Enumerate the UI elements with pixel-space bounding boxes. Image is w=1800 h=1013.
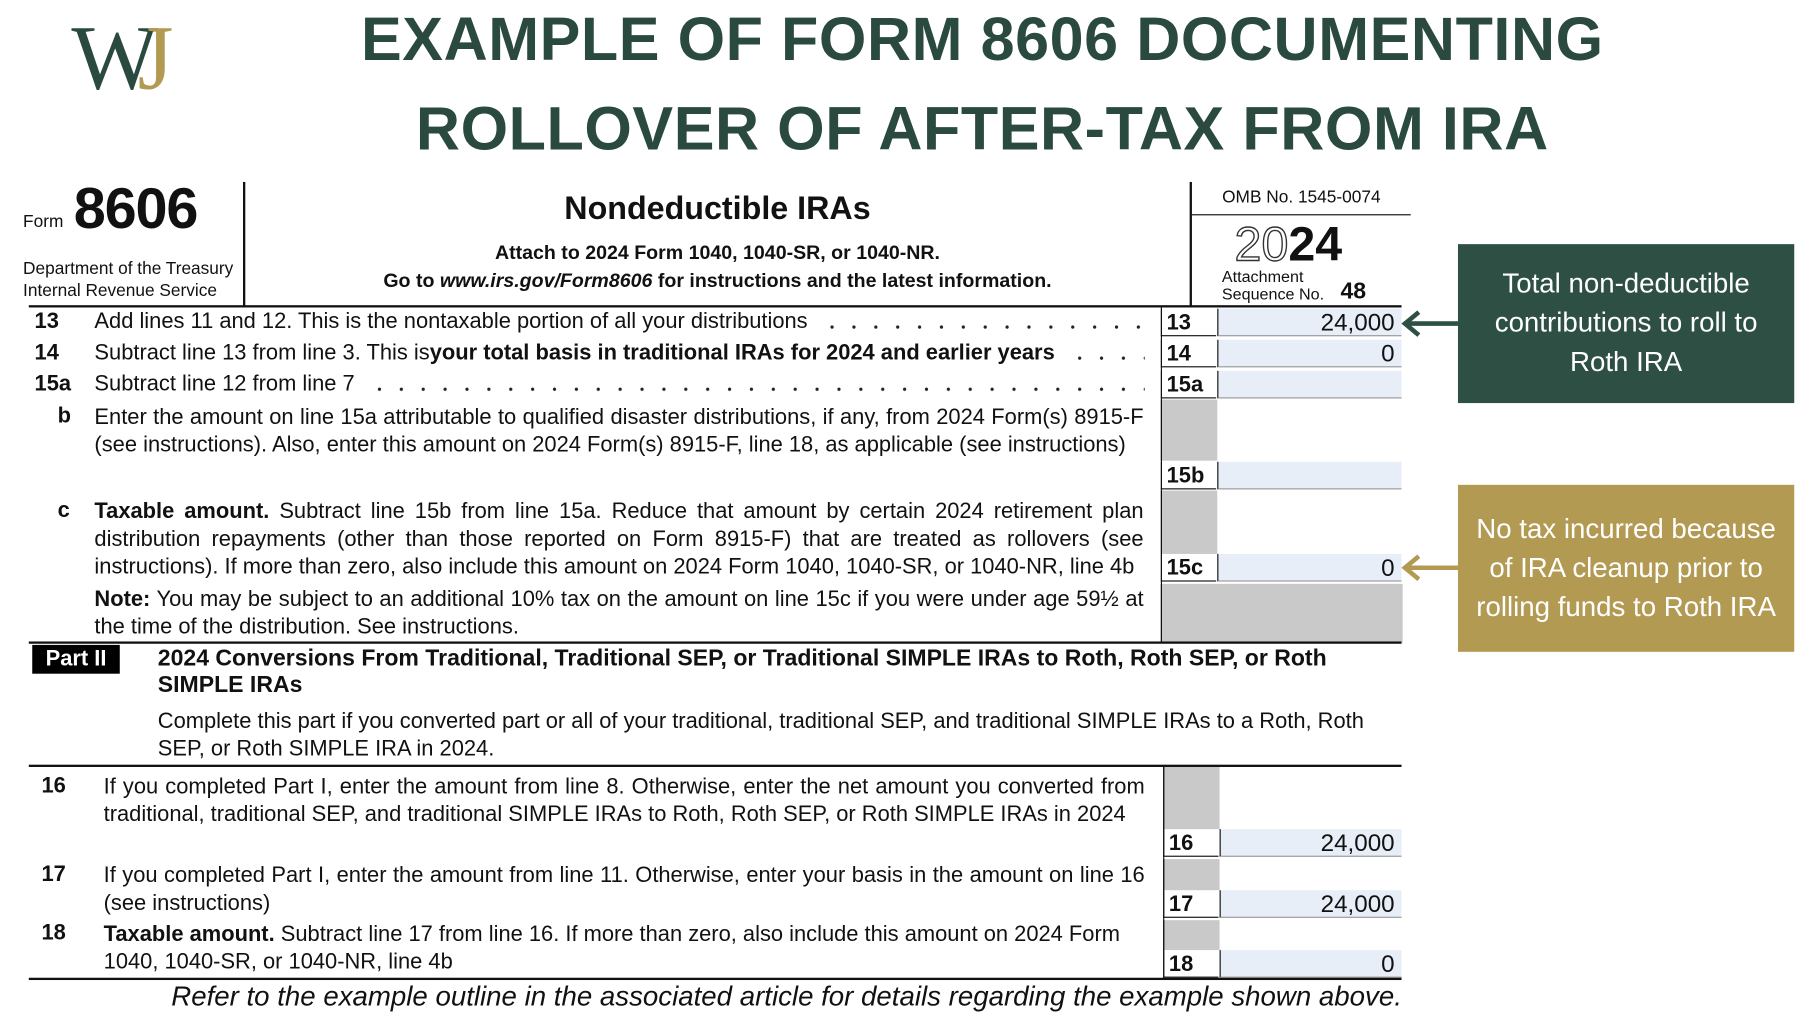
slide-title: ROLLOVER OF AFTER-TAX FROM IRA: [415, 95, 1549, 164]
rule: [1163, 766, 1165, 979]
line-row: 15a Subtract line 12 from line 7: [34, 370, 1161, 399]
form-label: Form: [23, 211, 64, 232]
box-label: 13: [1160, 308, 1217, 337]
line-lead: Taxable amount.: [103, 922, 275, 947]
year: 2024: [1234, 216, 1343, 272]
box-label: 15c: [1160, 553, 1217, 582]
leader: [1068, 339, 1145, 361]
line-text: If you completed Part I, enter the amoun…: [103, 775, 1145, 827]
line-text: Enter the amount on line 15a attributabl…: [94, 405, 1144, 458]
amount: 0: [1217, 339, 1402, 368]
line-text: Subtract line 12 from line 7: [94, 371, 355, 397]
divider: [1191, 214, 1411, 216]
line-number: c: [57, 498, 70, 523]
rule: [28, 641, 1402, 644]
line-text-bold: your total basis in traditional IRAs for…: [429, 340, 1055, 366]
part-label: Part II: [32, 644, 120, 674]
year-bold: 24: [1288, 216, 1343, 271]
line-text: Subtract line 13 from line 3. This is: [94, 340, 430, 366]
sequence: Sequence No.: [1221, 284, 1325, 303]
line-text: If you completed Part I, enter the amoun…: [103, 863, 1145, 916]
rule: [28, 764, 1402, 767]
text: You may be subject to an additional 10% …: [94, 587, 1144, 640]
line-number: 18: [41, 921, 66, 946]
line-text: Add lines 11 and 12. This is the nontaxa…: [94, 309, 808, 334]
box-label: 16: [1163, 829, 1219, 857]
rule: [28, 305, 1402, 308]
amount: 24,000: [1217, 308, 1402, 337]
line-text: Taxable amount. Subtract line 17 from li…: [104, 921, 1145, 976]
line-row: 14 Subtract line 13 from line 3. This is …: [34, 339, 1161, 368]
department: Department of the Treasury: [23, 259, 234, 279]
shade: [1163, 920, 1220, 951]
year-outline: 20: [1234, 216, 1289, 272]
arrow: [1401, 554, 1458, 582]
shade: [1163, 859, 1220, 891]
callout: No tax incurred because of IRA cleanup p…: [1457, 484, 1795, 652]
text: Subtract line 17 from line 16. If more t…: [103, 922, 1120, 975]
slide-title: EXAMPLE OF FORM 8606 DOCUMENTING: [361, 5, 1604, 74]
amount: 24,000: [1219, 829, 1402, 857]
box-label: 17: [1163, 890, 1219, 918]
note-lead: Note:: [94, 587, 151, 612]
amount: 0: [1217, 553, 1402, 582]
omb: OMB No. 1545-0074: [1222, 187, 1381, 208]
line-row: 13 Add lines 11 and 12. This is the nonta…: [34, 308, 1161, 337]
amount: 0: [1219, 950, 1402, 978]
callout: Total non-deductible contributions to ro…: [1457, 244, 1795, 404]
rule: [28, 977, 1402, 981]
text: for instructions and the latest informat…: [652, 269, 1052, 292]
text: Go to: [383, 269, 440, 292]
text: Subtract line 15b from line 15a. Reduce …: [94, 499, 1144, 580]
leader: [821, 308, 1145, 330]
leader: [368, 370, 1145, 392]
box-label: 15a: [1160, 370, 1217, 399]
line-text: Taxable amount. Subtract line 15b from l…: [94, 499, 1143, 582]
line-lead: Taxable amount.: [94, 499, 270, 524]
line-number: 15a: [34, 371, 72, 397]
amount: 24,000: [1219, 890, 1402, 918]
line-number: 16: [41, 773, 66, 799]
line-number: 17: [41, 862, 66, 887]
line-number: 13: [34, 309, 59, 334]
shade: [1160, 490, 1218, 554]
line-number: b: [57, 404, 71, 429]
divider: [1189, 181, 1192, 307]
shade: [1160, 583, 1403, 643]
arrow: [1401, 310, 1458, 337]
amount: [1217, 370, 1402, 399]
note: Note: You may be subject to an additiona…: [94, 586, 1143, 641]
box-label: 18: [1163, 950, 1219, 978]
shade: [1163, 766, 1220, 830]
attachment: Attachment: [1221, 267, 1304, 286]
form-number: 8606: [73, 176, 199, 241]
part-title: 2024 Conversions From Traditional, Tradi…: [157, 646, 1327, 698]
form-title: Nondeductible IRAs: [564, 190, 871, 226]
agency: Internal Revenue Service: [23, 280, 218, 301]
box-label: 15b: [1160, 461, 1217, 490]
divider: [242, 181, 246, 307]
shade: [1160, 399, 1218, 461]
part-intro: Complete this part if you converted part…: [157, 709, 1364, 762]
amount: [1217, 461, 1402, 490]
form-attach: Attach to 2024 Form 1040, 1040-SR, or 10…: [494, 241, 940, 264]
footer-note: Refer to the example outline in the asso…: [171, 981, 1402, 1013]
form-goto: Go to www.irs.gov/Form8606 for instructi…: [245, 269, 1189, 292]
box-label: 14: [1160, 339, 1217, 368]
sequence-number: 48: [1340, 278, 1367, 305]
url: www.irs.gov/Form8606: [439, 269, 653, 292]
line-number: 14: [34, 340, 59, 366]
